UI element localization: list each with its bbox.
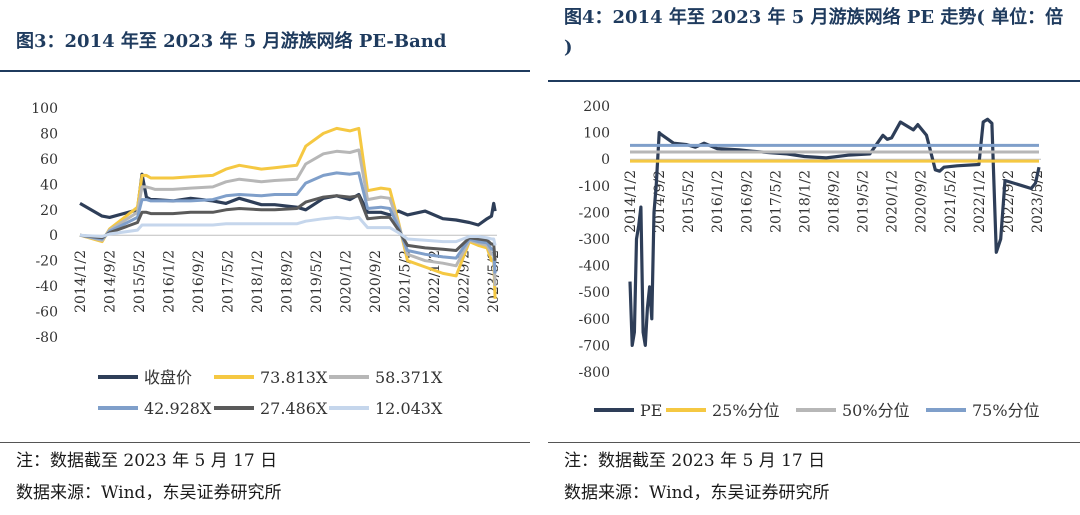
legend-label: 50%分位 bbox=[842, 401, 910, 420]
x-tick-label: 2014/9/2 bbox=[103, 250, 119, 313]
x-tick-label: 2022/1/2 bbox=[427, 250, 443, 313]
series-line-1 bbox=[628, 117, 1041, 347]
x-tick-label: 2019/5/2 bbox=[309, 250, 325, 313]
footer-rule bbox=[0, 442, 530, 443]
x-tick-label: 2021/5/2 bbox=[398, 250, 414, 313]
pe-trend-chart: 200 100 0 -100 -200 -300 -400 -500 -600 -700 -800 2… bbox=[579, 99, 1046, 420]
x-tick-label: 2018/9/2 bbox=[280, 250, 296, 313]
pe-band-chart: 100 80 60 40 20 0 -20 -40 -60 -80 2014/1/2 2014/9/2… bbox=[31, 101, 502, 418]
legend-label: 收盘价 bbox=[144, 368, 192, 387]
x-tick-label: 2015/5/2 bbox=[132, 250, 148, 313]
footnote: 注：数据截至 2023 年 5 月 17 日 bbox=[564, 451, 826, 471]
y-tick-label: 100 bbox=[31, 101, 58, 117]
legend-label: 75%分位 bbox=[972, 401, 1040, 420]
series-line-6 bbox=[79, 215, 497, 246]
legend-label: 27.486X bbox=[260, 399, 328, 418]
x-tick-label: 2014/1/2 bbox=[623, 170, 639, 233]
x-tick-label: 2016/9/2 bbox=[739, 170, 755, 233]
y-tick-label: -80 bbox=[35, 330, 58, 346]
y-tick-label: -500 bbox=[579, 285, 610, 301]
y-tick-label: 200 bbox=[583, 99, 610, 115]
y-tick-label: -40 bbox=[35, 279, 58, 295]
x-tick-label: 2016/1/2 bbox=[710, 170, 726, 233]
x-tick-label: 2017/5/2 bbox=[221, 250, 237, 313]
legend-label: 25%分位 bbox=[712, 401, 780, 420]
legend-label: 42.928X bbox=[144, 399, 212, 418]
panel-pe-trend: 图4：2014 年至 2023 年 5 月游族网络 PE 走势( 单位：倍 ) … bbox=[548, 0, 1080, 515]
x-tick-label: 2017/5/2 bbox=[768, 170, 784, 233]
x-tick-label: 2023/5/2 bbox=[1030, 170, 1046, 233]
x-tick-label: 2020/9/2 bbox=[368, 250, 384, 313]
figure-title: 图4：2014 年至 2023 年 5 月游族网络 PE 走势( 单位：倍 ) bbox=[564, 7, 1064, 58]
title-rule bbox=[0, 70, 530, 72]
x-tick-label: 2020/1/2 bbox=[339, 250, 355, 313]
y-tick-label: -300 bbox=[579, 232, 610, 248]
y-tick-label: -800 bbox=[579, 365, 610, 381]
legend-label: 73.813X bbox=[260, 368, 328, 387]
y-tick-label: 0 bbox=[49, 228, 58, 244]
x-tick-label: 2014/1/2 bbox=[73, 250, 89, 313]
panel-pe-band: 图3：2014 年至 2023 年 5 月游族网络 PE-Band 100 80 6… bbox=[0, 0, 530, 515]
y-tick-label: 20 bbox=[40, 203, 58, 219]
y-tick-label: -400 bbox=[579, 259, 610, 275]
x-tick-label: 2018/1/2 bbox=[797, 170, 813, 233]
x-tick-label: 2020/1/2 bbox=[885, 170, 901, 233]
x-tick-label: 2018/1/2 bbox=[250, 250, 266, 313]
x-tick-label: 2016/1/2 bbox=[162, 250, 178, 313]
series-line-4 bbox=[79, 171, 497, 274]
y-tick-label: -60 bbox=[35, 305, 58, 321]
series-line-2 bbox=[79, 126, 497, 299]
x-tick-label: 2019/5/2 bbox=[856, 170, 872, 233]
y-tick-label: 0 bbox=[601, 152, 610, 168]
source-note: 数据来源：Wind，东吴证券研究所 bbox=[16, 483, 282, 503]
figure-title: 图3：2014 年至 2023 年 5 月游族网络 PE-Band bbox=[16, 31, 447, 52]
y-tick-label: 60 bbox=[40, 152, 58, 168]
source-note: 数据来源：Wind，东吴证券研究所 bbox=[564, 483, 830, 503]
y-tick-label: 80 bbox=[40, 126, 58, 142]
footnote: 注：数据截至 2023 年 5 月 17 日 bbox=[16, 451, 278, 471]
x-tick-label: 2015/5/2 bbox=[681, 170, 697, 233]
x-tick-label: 2021/5/2 bbox=[943, 170, 959, 233]
y-tick-label: 100 bbox=[583, 126, 610, 142]
y-tick-label: -200 bbox=[579, 205, 610, 221]
x-tick-label: 2018/9/2 bbox=[827, 170, 843, 233]
y-tick-label: -100 bbox=[579, 179, 610, 195]
legend-label: 58.371X bbox=[375, 368, 443, 387]
y-tick-label: -600 bbox=[579, 312, 610, 328]
y-tick-label: -20 bbox=[35, 254, 58, 270]
legend-label: 12.043X bbox=[375, 399, 443, 418]
x-tick-label: 2016/9/2 bbox=[191, 250, 207, 313]
y-tick-label: 40 bbox=[40, 177, 58, 193]
footer-rule bbox=[548, 442, 1080, 443]
series-line-3 bbox=[79, 148, 497, 287]
x-tick-label: 2020/9/2 bbox=[914, 170, 930, 233]
legend-label: PE bbox=[640, 401, 662, 420]
y-tick-label: -700 bbox=[579, 338, 610, 354]
series-line-5 bbox=[79, 194, 497, 261]
x-tick-label: 2022/1/2 bbox=[972, 170, 988, 233]
title-rule bbox=[548, 80, 1080, 82]
